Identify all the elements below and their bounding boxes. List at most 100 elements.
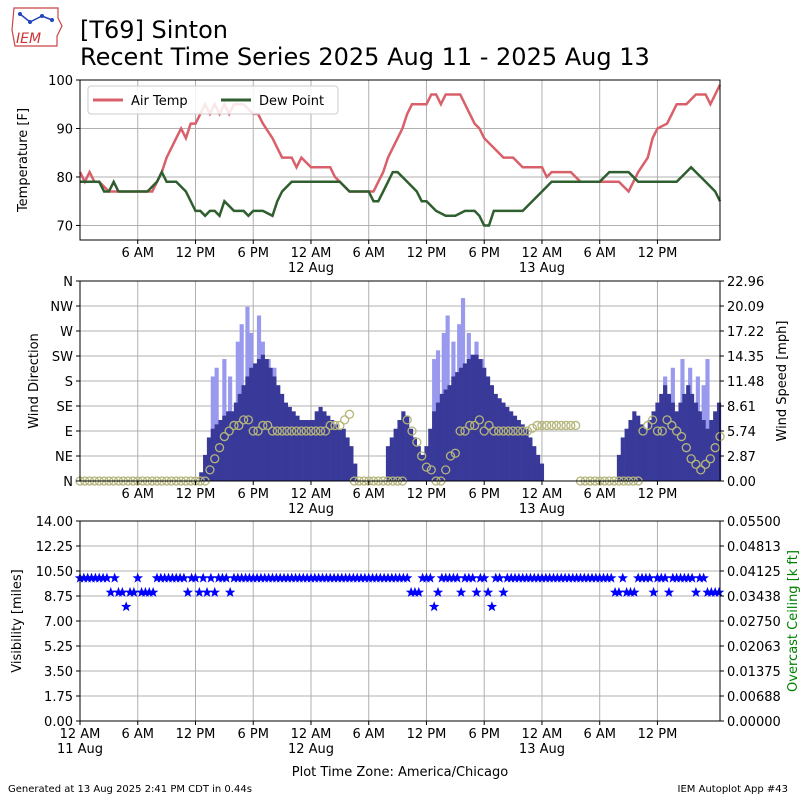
wind-speed-bar xyxy=(256,359,262,481)
speed-tick-label: 11.48 xyxy=(727,375,764,390)
visibility-marker xyxy=(710,586,721,597)
wind-direction-marker xyxy=(445,451,456,461)
visibility-marker xyxy=(594,572,605,583)
x-tick-label: 12 PM xyxy=(176,487,216,502)
wind-direction-marker xyxy=(253,426,263,436)
visibility-marker xyxy=(667,572,679,583)
wind-speed-bar xyxy=(218,420,223,481)
x-tick-label: 6 AM xyxy=(352,246,385,261)
visibility-marker xyxy=(463,572,474,583)
visibility-tick-label: 0.00 xyxy=(44,715,73,730)
chart-title-range: Recent Time Series 2025 Aug 11 - 2025 Au… xyxy=(80,43,650,71)
visibility-marker xyxy=(629,586,640,597)
x-tick-label: 12 PM xyxy=(407,727,447,742)
wind-speed-bar xyxy=(233,402,238,481)
visibility-marker xyxy=(290,572,301,583)
visibility-marker xyxy=(90,572,101,583)
ceiling-tick-label: 0.05500 xyxy=(727,515,781,530)
wind-direction-marker xyxy=(696,465,706,475)
wind-direction-marker xyxy=(489,426,499,436)
visibility-marker xyxy=(313,572,324,583)
logo-text: IEM xyxy=(16,31,41,47)
visibility-marker xyxy=(378,572,390,583)
plot-frame xyxy=(79,280,721,482)
wind-speed-bar xyxy=(459,367,464,481)
wind-speed-bar xyxy=(670,402,675,481)
x-tick-label: 6 PM xyxy=(468,487,499,502)
wind-direction-marker xyxy=(330,420,340,431)
x-axis-title: Plot Time Zone: America/Chicago xyxy=(292,765,508,780)
wind-direction-marker xyxy=(291,426,302,436)
wind-speed-bar xyxy=(639,424,645,481)
wind-speed-bar xyxy=(520,424,525,481)
visibility-marker xyxy=(402,572,413,583)
wind-direction-marker xyxy=(320,426,331,436)
wind-direction-marker xyxy=(561,420,571,431)
visibility-marker xyxy=(201,586,213,597)
visibility-marker xyxy=(509,572,521,583)
visibility-marker xyxy=(425,572,436,583)
wind-speed-bar xyxy=(283,402,289,481)
visibility-marker xyxy=(517,572,528,583)
wind-speed-bar xyxy=(632,411,637,481)
visibility-marker xyxy=(355,572,367,583)
wind-direction-marker xyxy=(219,431,230,442)
wind-speed-bar xyxy=(412,437,417,481)
temperature-axes: 70 80 90 100 6 AM 12 PM 6 PM 12 AM 6 AM 12 PM 6 PM… xyxy=(16,74,721,276)
visibility-marker xyxy=(78,572,90,583)
direction-tick-label: SW xyxy=(52,350,73,365)
y-tick-label: 80 xyxy=(56,171,73,186)
visibility-marker xyxy=(579,572,590,583)
wind-speed-bar xyxy=(416,446,421,481)
wind-direction-marker xyxy=(460,426,470,436)
wind-speed-bar xyxy=(393,428,398,481)
visibility-marker xyxy=(398,572,409,583)
visibility-marker xyxy=(663,586,675,597)
wind-direction-marker xyxy=(700,459,711,469)
wind-speed-bar xyxy=(678,402,683,481)
visibility-marker xyxy=(363,572,374,583)
wind-speed-bar xyxy=(353,463,358,481)
x-date-label: 12 Aug xyxy=(288,261,334,276)
wind-speed-bar xyxy=(443,389,448,481)
wind-speed-bar xyxy=(674,411,679,481)
wind-speed-bar xyxy=(697,411,702,481)
x-tick-label: 12 PM xyxy=(638,487,678,502)
visibility-marker xyxy=(375,572,386,583)
visibility-marker xyxy=(679,572,690,583)
visibility-marker xyxy=(267,572,278,583)
x-tick-label: 12 PM xyxy=(407,487,447,502)
x-tick-label: 6 PM xyxy=(237,727,268,742)
temperature-legend: Air Temp Dew Point xyxy=(87,85,339,115)
wind-speed-bar xyxy=(536,454,541,481)
x-tick-label: 12 AM xyxy=(522,727,563,742)
speed-tick-label: 0.00 xyxy=(727,475,756,490)
ceiling-tick-label: 0.01375 xyxy=(727,665,781,680)
wind-direction-axis-title: Wind Direction xyxy=(27,333,42,429)
wind-direction-marker xyxy=(421,462,432,472)
visibility-marker xyxy=(455,586,467,597)
wind-speed-bar xyxy=(647,420,652,481)
wind-speed-bar xyxy=(501,402,506,481)
wind-direction-marker xyxy=(267,426,278,436)
wind-speed-bar xyxy=(432,411,437,481)
wind-speed-bar xyxy=(341,428,346,481)
ceiling-tick-label: 0.03438 xyxy=(727,590,781,605)
visibility-marker xyxy=(174,572,186,583)
dew-point-line xyxy=(80,165,722,227)
visibility-marker xyxy=(367,572,378,583)
visibility-marker xyxy=(471,586,482,597)
wind-direction-marker xyxy=(710,443,720,453)
wind-direction-marker xyxy=(686,454,696,464)
wind-direction-marker xyxy=(527,423,537,433)
wind-speed-bar xyxy=(318,406,323,481)
wind-speed-bar xyxy=(528,437,533,481)
visibility-axes: 0.00 1.75 3.50 5.25 7.00 8.75 10.50 12.25 14.00 0… xyxy=(10,515,800,780)
wind-speed-bar xyxy=(705,428,710,481)
wind-speed-bar xyxy=(682,393,687,481)
visibility-marker xyxy=(548,572,559,583)
wind-direction-marker xyxy=(282,426,292,436)
visibility-marker xyxy=(205,572,217,583)
wind-speed-bar xyxy=(447,385,452,481)
wind-direction-marker xyxy=(474,415,485,425)
